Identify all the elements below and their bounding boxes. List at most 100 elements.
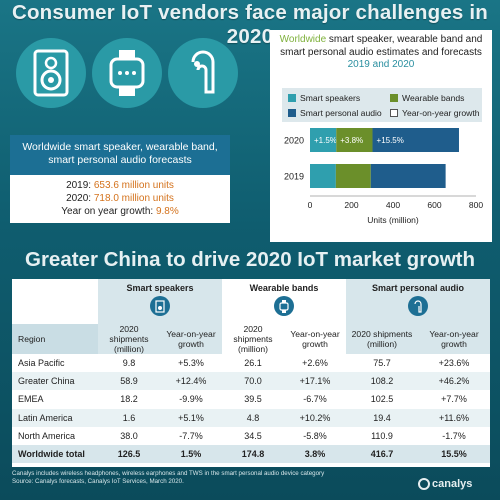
shipments-cell: 9.8 bbox=[122, 358, 136, 369]
growth-label: +15.5% bbox=[377, 136, 404, 145]
col-header-growth: Year-on-year growth bbox=[418, 324, 490, 354]
chart-title: Worldwide smart speaker, wearable band a… bbox=[279, 34, 483, 70]
summary-heading: Worldwide smart speaker, wearable band, … bbox=[10, 135, 230, 175]
group-smart-personal-audio: Smart personal audio bbox=[346, 279, 490, 324]
legend-item-wearable-bands: Wearable bands bbox=[390, 93, 464, 103]
growth-cell: +12.4% bbox=[160, 372, 222, 391]
x-tick-label: 800 bbox=[469, 200, 483, 210]
shipments-cell: 38.0 bbox=[120, 430, 138, 441]
device-icons bbox=[16, 38, 238, 130]
growth-cell: -5.8% bbox=[303, 430, 327, 441]
earbud-icon bbox=[408, 296, 428, 316]
bar-chart: 2020 +1.5% +3.8% +15.5% 2019 0 200 400 600 800 Uni… bbox=[284, 128, 483, 225]
x-tick-label: 0 bbox=[308, 200, 313, 210]
region-cell: Greater China bbox=[12, 372, 98, 391]
col-header-growth: Year-on-year growth bbox=[160, 324, 222, 354]
table-row: Asia Pacific 9.8 +5.3% 26.1 +2.6% 75.7 +23.6% bbox=[12, 354, 490, 372]
growth-cell: +23.6% bbox=[438, 358, 470, 369]
legend-item-yoy-growth: Year-on-year growth bbox=[390, 108, 480, 118]
bar-segment bbox=[310, 128, 337, 152]
data-table: Smart speakers Wearable bands Smart pers… bbox=[12, 279, 490, 464]
shipments-cell: 416.7 bbox=[346, 444, 418, 464]
summary-2020: 2020: 718.0 million units bbox=[66, 193, 174, 204]
growth-cell: -1.7% bbox=[442, 430, 466, 441]
region-cell: Asia Pacific bbox=[18, 358, 65, 369]
shipments-cell: 75.7 bbox=[373, 358, 391, 369]
speaker-icon bbox=[16, 38, 86, 108]
brand-logo: canalys bbox=[432, 478, 473, 490]
shipments-cell: 26.1 bbox=[244, 358, 262, 369]
table-row: Greater China 58.9 +12.4% 70.0 +17.1% 108.2 +4… bbox=[12, 372, 490, 391]
growth-cell: +17.1% bbox=[284, 372, 346, 391]
x-axis-label: Units (million) bbox=[367, 215, 419, 225]
region-cell: Worldwide total bbox=[12, 444, 98, 464]
chart-panel: Worldwide smart speaker, wearable band a… bbox=[270, 30, 492, 242]
section-title: Greater China to drive 2020 IoT market g… bbox=[25, 248, 475, 271]
growth-label: +3.8% bbox=[340, 136, 363, 145]
shipments-cell: 1.6 bbox=[98, 408, 160, 427]
growth-cell: -6.7% bbox=[303, 394, 327, 405]
summary-growth: Year on year growth: 9.8% bbox=[61, 206, 179, 217]
category-label: 2019 bbox=[284, 172, 304, 182]
x-tick-label: 600 bbox=[427, 200, 441, 210]
forecast-summary: Worldwide smart speaker, wearable band, … bbox=[10, 135, 230, 223]
growth-cell: 3.8% bbox=[284, 444, 346, 464]
summary-2019: 2019: 653.6 million units bbox=[66, 180, 174, 191]
growth-cell: -9.9% bbox=[179, 394, 203, 405]
table-row: EMEA 18.2 -9.9% 39.5 -6.7% 102.5 +7.7% bbox=[12, 390, 490, 408]
group-wearable-bands: Wearable bands bbox=[222, 279, 346, 324]
chart-legend: Smart speakers Wearable bands Smart pers… bbox=[282, 88, 482, 122]
smartwatch-icon bbox=[274, 296, 294, 316]
growth-cell: 15.5% bbox=[418, 444, 490, 464]
earbud-icon bbox=[168, 38, 238, 108]
shipments-cell: 108.2 bbox=[346, 372, 418, 391]
growth-cell: -7.7% bbox=[179, 430, 203, 441]
legend-swatch bbox=[288, 109, 296, 117]
table-row: North America 38.0 -7.7% 34.5 -5.8% 110.9 -1.7… bbox=[12, 427, 490, 445]
col-header-shipments: 2020 shipments (million) bbox=[98, 324, 160, 354]
speaker-icon bbox=[150, 296, 170, 316]
shipments-cell: 70.0 bbox=[222, 372, 284, 391]
shipments-cell: 58.9 bbox=[98, 372, 160, 391]
shipments-cell: 102.5 bbox=[370, 394, 394, 405]
bar-segment bbox=[310, 164, 336, 188]
growth-cell: +2.6% bbox=[302, 358, 328, 369]
region-cell: North America bbox=[18, 430, 76, 441]
smartwatch-icon bbox=[92, 38, 162, 108]
legend-swatch bbox=[390, 94, 398, 102]
growth-cell: +11.6% bbox=[418, 408, 490, 427]
shipments-cell: 34.5 bbox=[244, 430, 262, 441]
growth-cell: +7.7% bbox=[441, 394, 467, 405]
canalys-logo-icon bbox=[418, 478, 430, 490]
group-smart-speakers: Smart speakers bbox=[98, 279, 222, 324]
bar-segment bbox=[335, 164, 371, 188]
shipments-cell: 174.8 bbox=[222, 444, 284, 464]
x-tick-label: 400 bbox=[386, 200, 400, 210]
growth-cell: +46.2% bbox=[418, 372, 490, 391]
legend-swatch bbox=[390, 109, 398, 117]
shipments-cell: 18.2 bbox=[120, 394, 138, 405]
bar-segment bbox=[370, 164, 446, 188]
legend-item-smart-speakers: Smart speakers bbox=[288, 93, 360, 103]
legend-swatch bbox=[288, 94, 296, 102]
bar-segment bbox=[372, 128, 459, 152]
table-row: Latin America 1.6 +5.1% 4.8 +10.2% 19.4 +11.6% bbox=[12, 408, 490, 427]
bar-segment bbox=[336, 128, 373, 152]
category-label: 2020 bbox=[284, 136, 304, 146]
growth-cell: 1.5% bbox=[160, 444, 222, 464]
growth-cell: +10.2% bbox=[284, 408, 346, 427]
col-header-growth: Year-on-year growth bbox=[284, 324, 346, 354]
legend-item-smart-personal-audio: Smart personal audio bbox=[288, 108, 382, 118]
shipments-cell: 126.5 bbox=[98, 444, 160, 464]
col-header-shipments: 2020 shipments (million) bbox=[222, 324, 284, 354]
shipments-cell: 19.4 bbox=[346, 408, 418, 427]
col-header-region: Region bbox=[12, 324, 98, 354]
region-cell: Latin America bbox=[12, 408, 98, 427]
growth-label: +1.5% bbox=[314, 136, 337, 145]
growth-cell: +5.1% bbox=[160, 408, 222, 427]
shipments-cell: 4.8 bbox=[222, 408, 284, 427]
x-tick-label: 200 bbox=[344, 200, 358, 210]
footnote: Canalys includes wireless headphones, wi… bbox=[12, 470, 325, 485]
shipments-cell: 110.9 bbox=[371, 430, 393, 441]
